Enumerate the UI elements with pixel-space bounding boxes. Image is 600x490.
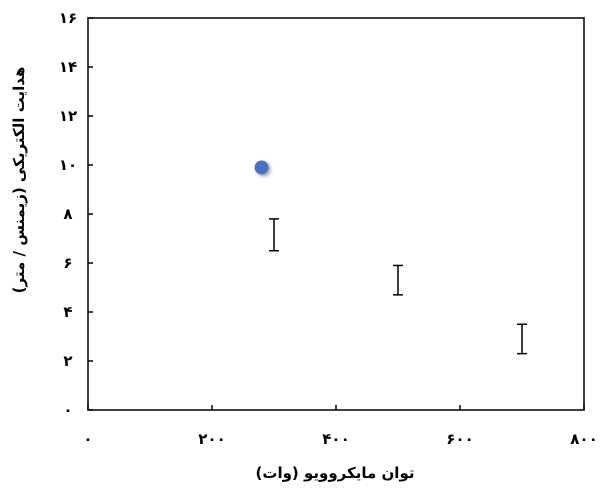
y-tick-label: ۱۰ [59,156,77,174]
error-bar [269,218,279,252]
x-tick-label: ۶۰۰ [446,430,473,448]
x-tick-label: ۴۰۰ [322,430,349,448]
x-axis: ۰ ۲۰۰ ۴۰۰ ۶۰۰ ۸۰۰ [83,405,598,448]
y-tick-label: ۱۶ [59,9,77,27]
y-tick-label: ۰ [63,401,72,419]
data-series [254,160,527,355]
x-axis-title: توان مایکروویو (وات) [256,464,415,482]
error-bar [393,264,403,296]
y-tick-label: ۴ [63,303,72,321]
error-bar [517,323,527,355]
x-tick-label: ۸۰۰ [570,430,597,448]
x-tick-label: ۲۰۰ [198,430,225,448]
y-tick-label: ۶ [63,254,72,272]
y-axis-title: هدایت الکتریکی (زیمنس / متر) [10,67,28,294]
plot-area [87,17,585,411]
data-point [254,160,269,175]
y-tick-label: ۲ [63,352,72,370]
y-tick-label: ۸ [63,205,72,223]
y-axis: ۰ ۲ ۴ ۶ ۸ ۱۰ ۱۲ ۱۴ ۱۶ [59,9,93,419]
plot-border [87,17,585,411]
y-tick-label: ۱۴ [59,58,77,76]
x-tick-label: ۰ [83,430,92,448]
y-tick-label: ۱۲ [59,107,77,125]
